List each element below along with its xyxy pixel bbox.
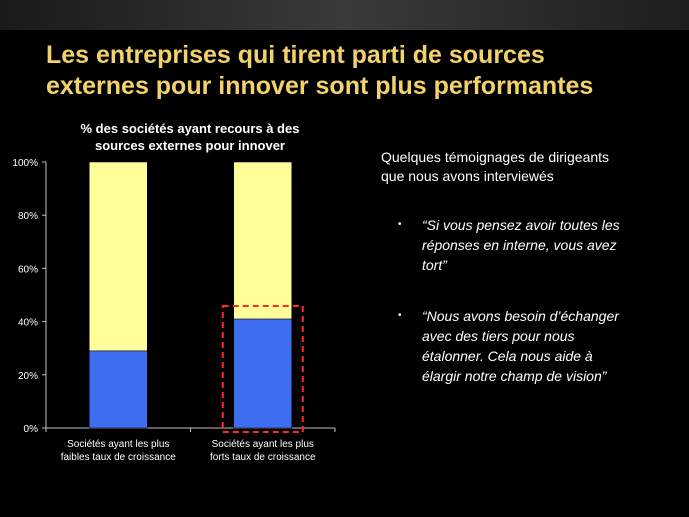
y-tick-label: 20%: [18, 371, 38, 382]
quote-line: étalonner. Cela nous aide à: [422, 348, 593, 364]
x-category-label: Sociétés ayant les plus: [212, 439, 314, 450]
quotes-heading: Quelques témoignages de dirigeants que n…: [381, 148, 681, 186]
bar-segment: [233, 161, 292, 320]
quote-line: “Si vous pensez avoir toutes les: [422, 217, 620, 233]
chart-title-line-2: sources externes pour innover: [94, 138, 285, 153]
bar-segment: [89, 350, 148, 429]
quote-line: “Nous avons besoin d’échanger: [422, 308, 619, 324]
bar-segment: [89, 161, 148, 352]
chart-title-line-1: % des sociétés ayant recours à des: [80, 121, 300, 136]
quote-text: “Nous avons besoin d’échanger avec des t…: [422, 306, 672, 386]
x-category-label: forts taux de croissance: [210, 452, 316, 463]
slide-title-line-1: Les entreprises qui tirent parti de sour…: [46, 41, 545, 69]
bullet-icon: •: [398, 310, 402, 321]
x-category-label: Sociétés ayant les plus: [67, 439, 169, 450]
header-bar: [0, 0, 689, 30]
y-tick-label: 100%: [12, 158, 38, 169]
y-tick-label: 40%: [18, 318, 38, 329]
y-tick-label: 60%: [18, 264, 38, 275]
x-category-label: faibles taux de croissance: [61, 452, 177, 463]
quote-line: tort”: [422, 257, 447, 273]
quote-line: élargir notre champ de vision”: [422, 368, 607, 384]
y-tick-label: 0%: [24, 424, 39, 435]
quotes-heading-line-2: que nous avons interviewés: [381, 168, 554, 184]
highlight-box: [221, 304, 304, 433]
quote-line: avec des tiers pour nous: [422, 328, 575, 344]
quotes-heading-line-1: Quelques témoignages de dirigeants: [381, 149, 610, 165]
slide-title-line-2: externes pour innover sont plus performa…: [46, 72, 594, 100]
quote-line: réponses en interne, vous avez: [422, 237, 617, 253]
bar-segment: [233, 318, 292, 429]
quote-text: “Si vous pensez avoir toutes les réponse…: [422, 215, 672, 275]
slide-title: Les entreprises qui tirent parti de sour…: [46, 40, 666, 102]
stacked-bar-chart: 0% 20% 40% 60% 80% 100% Sociétés ayant les plu…: [12, 158, 336, 463]
y-tick-label: 80%: [18, 211, 38, 222]
chart-title: % des sociétés ayant recours à des sourc…: [40, 120, 340, 154]
bullet-icon: •: [398, 219, 402, 230]
